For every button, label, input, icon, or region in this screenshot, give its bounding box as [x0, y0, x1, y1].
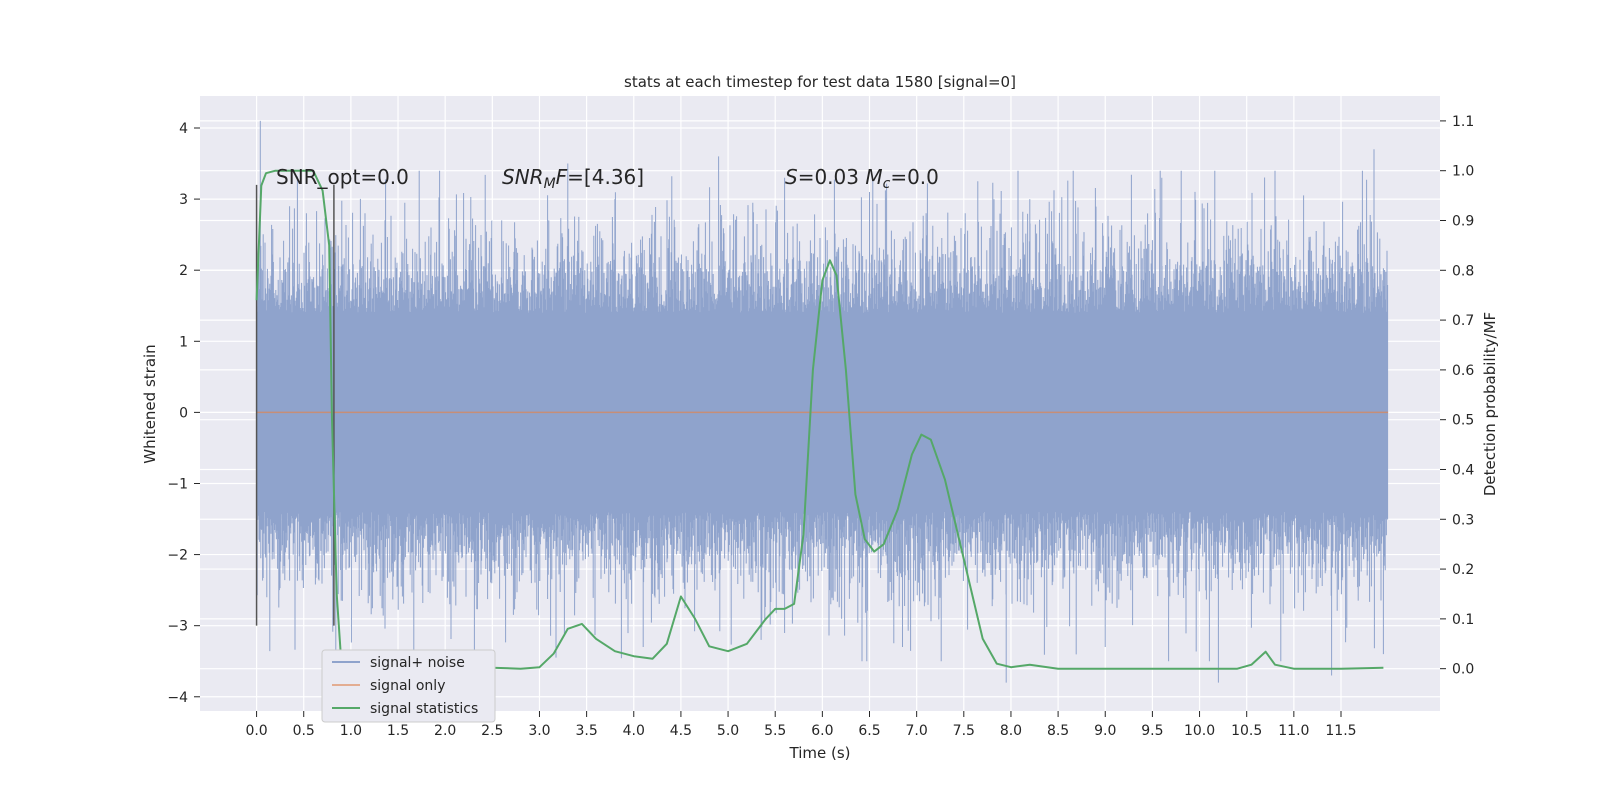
- x-axis-label: Time (s): [789, 744, 851, 762]
- y-left-tick-label: −3: [167, 619, 188, 635]
- legend-label-signal-noise: signal+ noise: [370, 655, 465, 671]
- y-left-tick-label: 1: [179, 334, 188, 350]
- x-tick-label: 8.5: [1047, 723, 1069, 739]
- y-left-tick-label: −4: [167, 690, 188, 706]
- annotation-snr-mf: SNRMF=[4.36]: [502, 165, 644, 192]
- x-tick-label: 0.5: [293, 723, 315, 739]
- y-right-tick-label: 0.1: [1452, 612, 1474, 628]
- x-tick-label: 1.5: [387, 723, 409, 739]
- x-tick-label: 5.5: [764, 723, 786, 739]
- y-right-tick-label: 0.6: [1452, 363, 1474, 379]
- y-right-tick-label: 0.7: [1452, 313, 1474, 329]
- x-tick-label: 11.0: [1278, 723, 1309, 739]
- y-axis-label-left: Whitened strain: [141, 344, 159, 463]
- x-tick-label: 3.5: [575, 723, 597, 739]
- x-tick-label: 10.0: [1184, 723, 1215, 739]
- annotation-snr-opt: SNR_opt=0.0: [276, 165, 409, 189]
- y-left-tick-label: 2: [179, 263, 188, 279]
- legend-box: [321, 649, 496, 723]
- legend-label-signal-only: signal only: [370, 678, 445, 694]
- y-left-tick-label: 0: [179, 405, 188, 421]
- y-right-tick-label: 1.0: [1452, 164, 1474, 180]
- x-tick-label: 0.0: [245, 723, 267, 739]
- y-right-tick-label: 0.2: [1452, 562, 1474, 578]
- x-tick-label: 9.0: [1094, 723, 1116, 739]
- y-left-tick-label: −1: [167, 476, 188, 492]
- y-left-tick-label: −2: [167, 548, 188, 564]
- x-tick-label: 11.5: [1325, 723, 1356, 739]
- annotations: SNR_opt=0.0 SNRMF=[4.36] S=0.03 Mc=0.0: [276, 165, 939, 192]
- x-tick-label: 8.0: [1000, 723, 1022, 739]
- x-tick-label: 4.0: [623, 723, 645, 739]
- x-tick-label: 7.5: [953, 723, 975, 739]
- y-axis-label-right: Detection probability/MF: [1481, 312, 1499, 496]
- x-tick-label: 9.5: [1141, 723, 1163, 739]
- x-tick-label: 6.0: [811, 723, 833, 739]
- chart-title: stats at each timestep for test data 158…: [624, 73, 1016, 91]
- y-right-tick-label: 1.1: [1452, 114, 1474, 130]
- x-tick-label: 1.0: [340, 723, 362, 739]
- x-tick-label: 7.0: [906, 723, 928, 739]
- legend: signal+ noise signal only signal statist…: [321, 649, 496, 723]
- legend-label-signal-statistics: signal statistics: [370, 701, 478, 717]
- y-right-tick-label: 0.4: [1452, 462, 1474, 478]
- x-tick-label: 4.5: [670, 723, 692, 739]
- y-left-tick-label: 3: [179, 192, 188, 208]
- x-tick-label: 6.5: [858, 723, 880, 739]
- x-tick-label: 2.5: [481, 723, 503, 739]
- x-tick-label: 2.0: [434, 723, 456, 739]
- tick-labels: 0.0 0.5 1.0 1.5 2.0 2.5 3.0 3.5 4.0 4.5 5.0 5.5 6.0 6…: [167, 114, 1474, 739]
- annotation-s-mc: S=0.03 Mc=0.0: [785, 165, 939, 192]
- y-right-tick-label: 0.5: [1452, 413, 1474, 429]
- x-tick-label: 5.0: [717, 723, 739, 739]
- y-right-tick-label: 0.0: [1452, 662, 1474, 678]
- y-right-tick-label: 0.8: [1452, 263, 1474, 279]
- y-right-tick-label: 0.3: [1452, 512, 1474, 528]
- x-tick-label: 3.0: [528, 723, 550, 739]
- y-right-tick-label: 0.9: [1452, 213, 1474, 229]
- x-tick-label: 10.5: [1231, 723, 1262, 739]
- y-left-tick-label: 4: [179, 121, 188, 137]
